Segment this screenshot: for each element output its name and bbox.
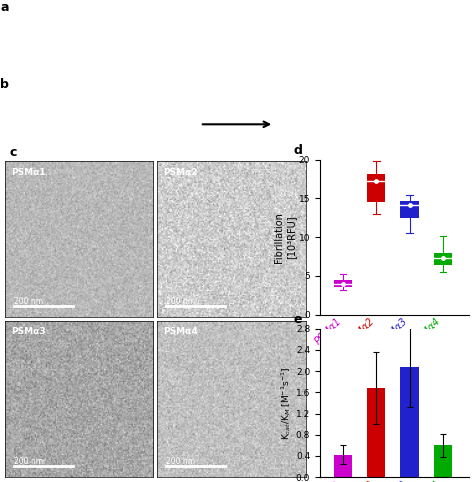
Bar <box>434 254 452 265</box>
Bar <box>401 201 419 218</box>
Text: PSMα2: PSMα2 <box>163 168 198 177</box>
Text: 200 nm: 200 nm <box>14 297 43 306</box>
Bar <box>334 455 352 477</box>
Bar <box>367 388 385 477</box>
Text: a: a <box>0 1 9 14</box>
Bar <box>401 367 419 477</box>
Text: 200 nm: 200 nm <box>14 457 43 466</box>
Text: e: e <box>294 313 302 326</box>
Text: d: d <box>294 145 303 158</box>
Text: PSMα3: PSMα3 <box>11 327 46 336</box>
Text: c: c <box>9 146 17 159</box>
Y-axis label: Fibrillation
[10³RFU]: Fibrillation [10³RFU] <box>274 212 296 263</box>
Bar <box>367 174 385 202</box>
Text: 200 nm: 200 nm <box>166 297 195 306</box>
Bar <box>434 445 452 477</box>
Bar <box>334 281 352 287</box>
Text: b: b <box>0 78 9 91</box>
Y-axis label: K$_{cat}$/K$_{M}$ [M$^{-1}$s$^{-1}$]: K$_{cat}$/K$_{M}$ [M$^{-1}$s$^{-1}$] <box>279 366 293 440</box>
Text: PSMα4: PSMα4 <box>163 327 198 336</box>
Text: 200 nm: 200 nm <box>166 457 195 466</box>
Text: PSMα1: PSMα1 <box>11 168 46 177</box>
